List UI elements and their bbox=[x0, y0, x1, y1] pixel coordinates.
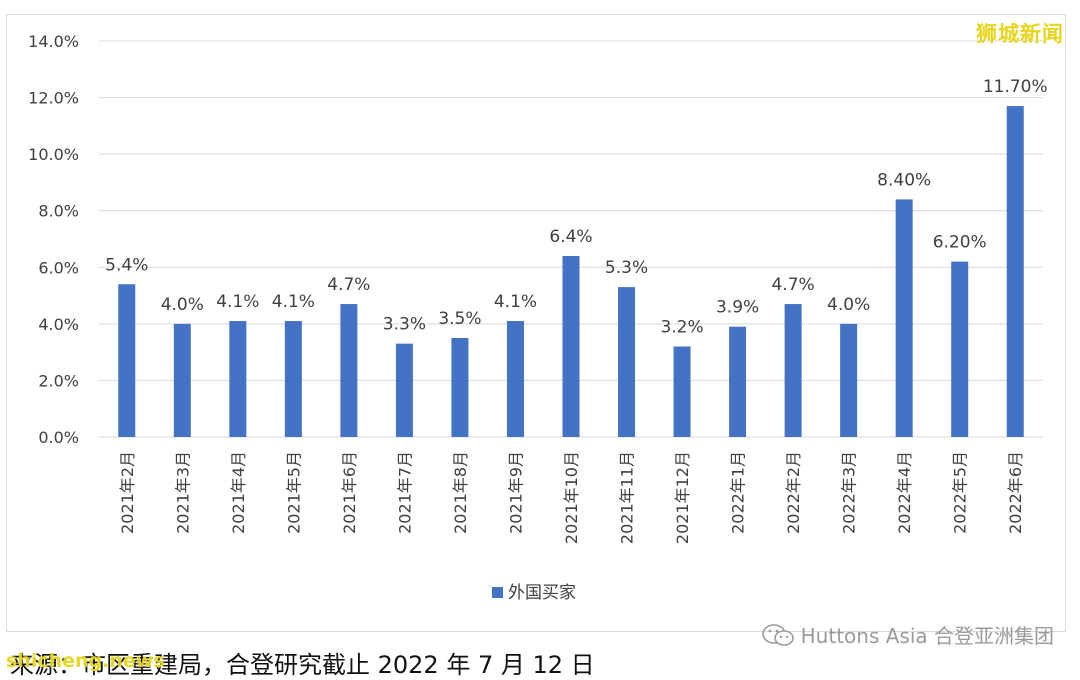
y-tick-label: 12.0% bbox=[28, 89, 79, 108]
data-label: 5.4% bbox=[105, 255, 148, 275]
wechat-icon bbox=[761, 623, 794, 646]
data-label: 5.3% bbox=[605, 258, 648, 278]
bar bbox=[784, 304, 802, 437]
data-label: 4.1% bbox=[216, 292, 259, 312]
x-tick-label: 2022年1月 bbox=[729, 451, 748, 534]
legend: 外国买家 bbox=[492, 583, 576, 603]
x-tick-label: 2022年2月 bbox=[784, 451, 803, 534]
data-label: 4.1% bbox=[272, 292, 315, 312]
data-label: 4.7% bbox=[772, 275, 815, 295]
data-label: 3.3% bbox=[383, 315, 426, 335]
legend-label: 外国买家 bbox=[508, 583, 576, 603]
y-tick-label: 2.0% bbox=[38, 371, 79, 390]
bar bbox=[173, 323, 191, 437]
data-label: 8.40% bbox=[877, 170, 931, 190]
bar bbox=[618, 287, 636, 437]
bars bbox=[118, 106, 1024, 438]
x-tick-label: 2022年6月 bbox=[1006, 451, 1025, 534]
x-tick-label: 2021年10月 bbox=[562, 451, 581, 544]
x-tick-label: 2021年8月 bbox=[451, 451, 470, 534]
data-label: 6.20% bbox=[933, 233, 987, 253]
data-label: 4.1% bbox=[494, 292, 537, 312]
bar bbox=[673, 346, 691, 437]
x-tick-label: 2022年4月 bbox=[895, 451, 914, 534]
x-tick-label: 2021年12月 bbox=[673, 451, 692, 544]
y-tick-label: 8.0% bbox=[38, 202, 79, 221]
data-label: 3.5% bbox=[438, 309, 481, 329]
bar bbox=[118, 284, 136, 437]
y-tick-label: 6.0% bbox=[38, 258, 79, 277]
data-label: 4.0% bbox=[827, 295, 870, 315]
bar bbox=[895, 199, 913, 437]
bar bbox=[229, 321, 247, 437]
bar bbox=[506, 321, 524, 437]
chart-frame: 0.0% 2.0% 4.0% 6.0% 8.0% 10.0% 12.0% 14.0% 5.4%… bbox=[6, 14, 1066, 632]
y-tick-label: 10.0% bbox=[28, 145, 79, 164]
bar bbox=[1006, 106, 1024, 438]
x-tick-label: 2022年3月 bbox=[840, 451, 859, 534]
bar-chart: 0.0% 2.0% 4.0% 6.0% 8.0% 10.0% 12.0% 14.0% 5.4%… bbox=[28, 32, 1047, 603]
data-label: 11.70% bbox=[983, 77, 1048, 97]
huttons-watermark: Huttons Asia 合登亚洲集团 bbox=[761, 620, 1054, 649]
source-note: 来源：市区重建局，合登研究截止 2022 年 7 月 12 日 bbox=[10, 651, 595, 679]
x-tick-label: 2021年3月 bbox=[173, 451, 192, 534]
x-tick-label: 2021年2月 bbox=[118, 451, 137, 534]
bar bbox=[840, 323, 858, 437]
y-tick-label: 4.0% bbox=[38, 315, 79, 334]
y-axis-ticks: 0.0% 2.0% 4.0% 6.0% 8.0% 10.0% 12.0% 14.0% bbox=[28, 32, 79, 447]
legend-swatch bbox=[492, 587, 503, 598]
brand-logo-text: 狮城新闻 bbox=[976, 22, 1064, 46]
bar bbox=[395, 343, 413, 437]
y-tick-label: 0.0% bbox=[38, 428, 79, 447]
bar bbox=[951, 261, 969, 437]
data-label: 4.0% bbox=[161, 295, 204, 315]
y-tick-label: 14.0% bbox=[28, 32, 79, 51]
x-axis-ticks: 2021年2月 2021年3月 2021年4月 2021年5月 2021年6月 2021年… bbox=[118, 451, 1025, 544]
bar bbox=[562, 255, 580, 437]
bar bbox=[729, 326, 747, 437]
data-labels: 5.4% 4.0% 4.1% 4.1% 4.7% 3.3% 3.5% 4.1% 6.4% 5.3%… bbox=[105, 77, 1047, 337]
x-tick-label: 2021年5月 bbox=[284, 451, 303, 534]
x-tick-label: 2021年9月 bbox=[506, 451, 525, 534]
x-tick-label: 2021年11月 bbox=[618, 451, 637, 544]
x-tick-label: 2021年4月 bbox=[229, 451, 248, 534]
x-tick-label: 2021年6月 bbox=[340, 451, 359, 534]
data-label: 4.7% bbox=[327, 275, 370, 295]
bar bbox=[340, 304, 358, 437]
site-watermark: shicheng.news bbox=[6, 650, 165, 672]
x-tick-label: 2021年7月 bbox=[395, 451, 414, 534]
huttons-watermark-text: Huttons Asia 合登亚洲集团 bbox=[800, 624, 1054, 648]
x-tick-label: 2022年5月 bbox=[951, 451, 970, 534]
bar bbox=[451, 338, 469, 437]
bar bbox=[284, 321, 302, 437]
data-label: 3.2% bbox=[660, 317, 703, 337]
data-label: 6.4% bbox=[549, 227, 592, 247]
data-label: 3.9% bbox=[716, 298, 759, 318]
